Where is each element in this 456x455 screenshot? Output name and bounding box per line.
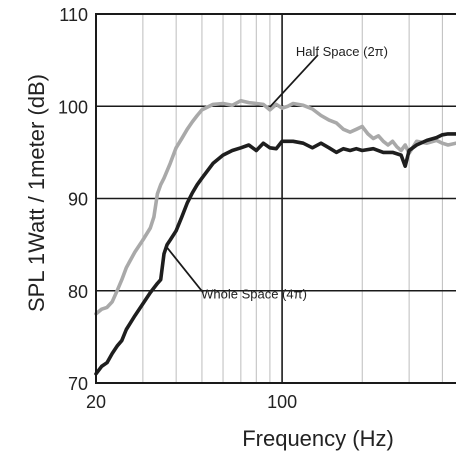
- annotation-layer: Half Space (2π) Whole Space (4π): [166, 44, 388, 302]
- y-tick-label: 110: [59, 5, 88, 25]
- x-axis-label: Frequency (Hz): [242, 426, 394, 451]
- x-tick-label: 100: [267, 392, 297, 412]
- series-layer: [94, 98, 456, 376]
- annotation-leader: [166, 247, 204, 294]
- major-grid: [96, 14, 456, 383]
- series-line-half-space: [94, 98, 456, 316]
- x-tick-label: 20: [86, 392, 106, 412]
- plot-frame: [95, 13, 456, 384]
- y-axis-ticks: 70 80 90 100 110: [58, 5, 88, 394]
- y-tick-label: 100: [58, 97, 88, 117]
- y-axis-label: SPL 1Watt / 1meter (dB): [24, 74, 49, 312]
- x-axis-ticks: 20 100: [86, 392, 297, 412]
- annotation-label: Whole Space (4π): [201, 287, 307, 302]
- annotation-leader: [269, 54, 319, 108]
- y-tick-label: 80: [68, 282, 88, 302]
- y-tick-label: 70: [68, 374, 88, 394]
- annotation-label: Half Space (2π): [296, 44, 388, 59]
- y-tick-label: 90: [68, 190, 88, 210]
- series-line-whole-space: [94, 132, 456, 376]
